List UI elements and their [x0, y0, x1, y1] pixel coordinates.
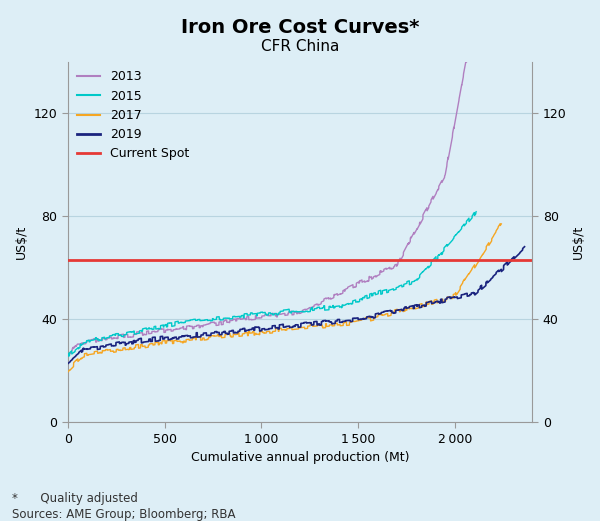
2019 — [521, 244, 528, 250]
2017 — [230, 331, 238, 337]
2013 — [462, 59, 469, 65]
Y-axis label: US$/t: US$/t — [572, 225, 585, 259]
2013 — [235, 315, 242, 321]
2019 — [512, 254, 519, 260]
Text: Sources: AME Group; Bloomberg; RBA: Sources: AME Group; Bloomberg; RBA — [12, 508, 235, 521]
2015 — [65, 353, 72, 359]
Text: CFR China: CFR China — [261, 39, 339, 54]
2017 — [113, 346, 121, 353]
2017 — [498, 221, 505, 227]
Legend: 2013, 2015, 2017, 2019, Current Spot: 2013, 2015, 2017, 2019, Current Spot — [73, 66, 194, 166]
2017 — [64, 369, 71, 375]
2013 — [64, 353, 71, 359]
2015 — [64, 351, 71, 357]
Line: 2015: 2015 — [68, 212, 476, 356]
2019 — [239, 326, 247, 332]
2015 — [473, 208, 480, 215]
2015 — [239, 313, 246, 319]
2013 — [133, 329, 140, 335]
2017 — [249, 329, 256, 335]
Current Spot — [64, 257, 71, 263]
Text: *      Quality adjusted: * Quality adjusted — [12, 492, 138, 505]
Line: 2017: 2017 — [68, 224, 502, 372]
2017 — [442, 296, 449, 302]
2015 — [221, 315, 228, 321]
2015 — [421, 267, 428, 274]
Line: 2013: 2013 — [68, 62, 466, 356]
2013 — [412, 228, 419, 234]
2017 — [489, 234, 496, 240]
Line: 2019: 2019 — [68, 247, 524, 364]
X-axis label: Cumulative annual production (Mt): Cumulative annual production (Mt) — [191, 451, 409, 464]
2015 — [135, 330, 142, 337]
2013 — [463, 59, 470, 65]
2017 — [139, 343, 146, 350]
2019 — [143, 339, 151, 345]
Text: Iron Ore Cost Curves*: Iron Ore Cost Curves* — [181, 18, 419, 37]
2013 — [455, 99, 462, 105]
2019 — [116, 340, 124, 346]
Y-axis label: US$/t: US$/t — [15, 225, 28, 259]
Current Spot — [64, 257, 71, 263]
2019 — [259, 326, 266, 332]
2019 — [64, 361, 71, 367]
2019 — [463, 290, 470, 296]
2013 — [110, 335, 117, 341]
2015 — [111, 331, 118, 338]
2013 — [217, 319, 224, 325]
2017 — [497, 221, 504, 227]
2015 — [464, 216, 472, 222]
